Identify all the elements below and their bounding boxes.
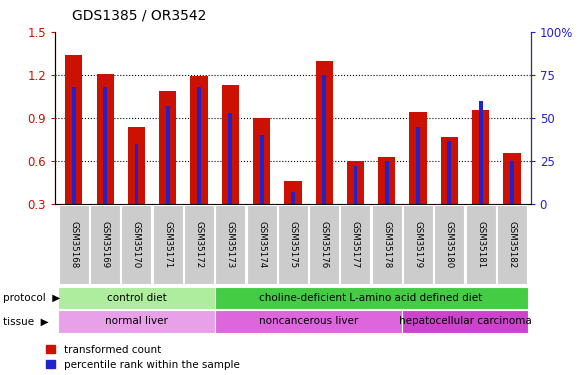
Bar [434, 205, 465, 284]
Text: GSM35172: GSM35172 [194, 221, 204, 268]
Bar [447, 141, 451, 204]
Text: GSM35176: GSM35176 [320, 221, 329, 268]
Text: GSM35178: GSM35178 [382, 221, 392, 268]
Bar [58, 286, 215, 309]
Bar [128, 127, 145, 204]
Text: GSM35174: GSM35174 [257, 221, 266, 268]
Bar [316, 61, 333, 204]
Bar [222, 85, 239, 204]
Bar [416, 127, 420, 204]
Bar [441, 137, 458, 204]
Bar [166, 106, 169, 204]
Bar [309, 205, 339, 284]
Bar [497, 205, 527, 284]
Bar [215, 205, 245, 284]
Legend: transformed count, percentile rank within the sample: transformed count, percentile rank withi… [46, 345, 240, 370]
Bar [197, 87, 201, 204]
Text: GSM35171: GSM35171 [163, 221, 172, 268]
Text: GSM35182: GSM35182 [508, 221, 516, 268]
Bar [284, 182, 302, 204]
Bar [354, 166, 357, 204]
Text: GSM35175: GSM35175 [288, 221, 298, 268]
Bar [472, 110, 490, 204]
Bar [409, 112, 427, 204]
Text: hepatocellular carcinoma: hepatocellular carcinoma [398, 316, 531, 326]
Bar [340, 205, 371, 284]
Bar [478, 101, 483, 204]
Bar [347, 161, 364, 204]
Bar [322, 75, 326, 204]
Bar [103, 87, 107, 204]
Bar [215, 310, 403, 333]
Bar [58, 310, 215, 333]
Text: normal liver: normal liver [105, 316, 168, 326]
Text: GSM35168: GSM35168 [70, 221, 78, 268]
Bar [59, 205, 89, 284]
Bar [253, 118, 270, 204]
Text: GSM35170: GSM35170 [132, 221, 141, 268]
Text: noncancerous liver: noncancerous liver [259, 316, 358, 326]
Bar [90, 205, 120, 284]
Bar [403, 310, 528, 333]
Bar [135, 144, 139, 204]
Text: GSM35181: GSM35181 [476, 221, 485, 268]
Bar [372, 205, 402, 284]
Bar [72, 87, 76, 204]
Bar [291, 192, 295, 204]
Bar [503, 153, 520, 204]
Bar [96, 74, 114, 204]
Text: GSM35180: GSM35180 [445, 221, 454, 268]
Bar [403, 205, 433, 284]
Text: choline-deficient L-amino acid defined diet: choline-deficient L-amino acid defined d… [259, 293, 483, 303]
Text: GSM35177: GSM35177 [351, 221, 360, 268]
Bar [184, 205, 214, 284]
Bar [246, 205, 277, 284]
Bar [510, 161, 514, 204]
Bar [159, 91, 176, 204]
Text: control diet: control diet [107, 293, 166, 303]
Bar [466, 205, 496, 284]
Bar [215, 286, 528, 309]
Text: GSM35179: GSM35179 [414, 221, 423, 268]
Bar [66, 55, 82, 204]
Bar [260, 135, 263, 204]
Text: GDS1385 / OR3542: GDS1385 / OR3542 [72, 9, 207, 22]
Bar [385, 161, 389, 204]
Text: protocol  ▶: protocol ▶ [3, 293, 60, 303]
Bar [121, 205, 151, 284]
Bar [378, 157, 396, 204]
Text: tissue  ▶: tissue ▶ [3, 316, 49, 326]
Bar [153, 205, 183, 284]
Bar [190, 76, 208, 204]
Bar [229, 113, 232, 204]
Bar [278, 205, 308, 284]
Text: GSM35173: GSM35173 [226, 221, 235, 268]
Text: GSM35169: GSM35169 [101, 221, 110, 268]
